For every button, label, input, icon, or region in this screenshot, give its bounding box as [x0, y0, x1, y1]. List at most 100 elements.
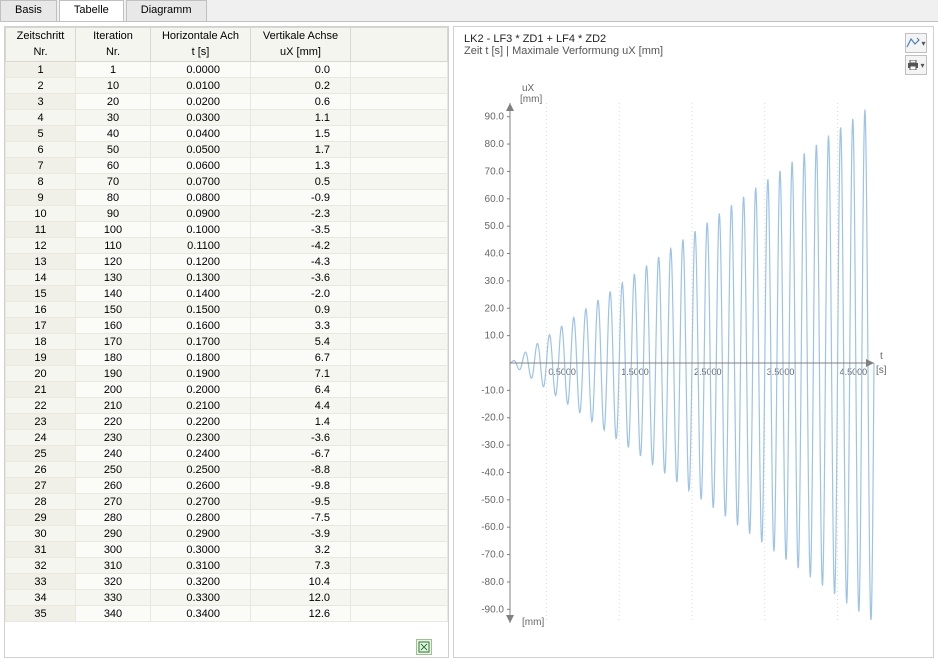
table-row[interactable]: 141300.1300-3.6 [6, 270, 448, 286]
tab-tabelle[interactable]: Tabelle [59, 0, 124, 21]
table-row[interactable]: 242300.2300-3.6 [6, 430, 448, 446]
cell-ux: -4.2 [251, 238, 351, 254]
table-row[interactable]: 323100.31007.3 [6, 558, 448, 574]
cell-iteration: 220 [76, 414, 151, 430]
cell-blank [351, 190, 448, 206]
svg-text:[mm]: [mm] [522, 617, 544, 628]
svg-text:-20.0: -20.0 [481, 413, 504, 424]
cell-nr: 17 [6, 318, 76, 334]
cell-ux: -2.3 [251, 206, 351, 222]
svg-text:80.0: 80.0 [485, 139, 505, 150]
chart-area: 90.080.070.060.050.040.030.020.010.0-10.… [462, 73, 899, 649]
cell-t: 0.2600 [151, 478, 251, 494]
cell-nr: 5 [6, 126, 76, 142]
cell-blank [351, 126, 448, 142]
cell-iteration: 310 [76, 558, 151, 574]
cell-ux: 7.1 [251, 366, 351, 382]
cell-iteration: 300 [76, 542, 151, 558]
export-excel-icon[interactable] [416, 639, 432, 655]
cell-iteration: 90 [76, 206, 151, 222]
svg-text:-10.0: -10.0 [481, 385, 504, 396]
table-row[interactable]: 191800.18006.7 [6, 350, 448, 366]
table-row[interactable]: 262500.2500-8.8 [6, 462, 448, 478]
table-row[interactable]: 111000.1000-3.5 [6, 222, 448, 238]
cell-blank [351, 398, 448, 414]
cell-nr: 24 [6, 430, 76, 446]
cell-iteration: 140 [76, 286, 151, 302]
cell-t: 0.3400 [151, 606, 251, 622]
cell-nr: 13 [6, 254, 76, 270]
table-row[interactable]: 272600.2600-9.8 [6, 478, 448, 494]
cell-ux: 0.5 [251, 174, 351, 190]
table-row[interactable]: 8700.07000.5 [6, 174, 448, 190]
svg-text:90.0: 90.0 [485, 112, 505, 123]
col-head-vert[interactable]: Vertikale Achse [251, 28, 351, 45]
cell-ux: 4.4 [251, 398, 351, 414]
table-row[interactable]: 222100.21004.4 [6, 398, 448, 414]
cell-iteration: 320 [76, 574, 151, 590]
cell-iteration: 80 [76, 190, 151, 206]
table-row[interactable]: 7600.06001.3 [6, 158, 448, 174]
table-row[interactable]: 3200.02000.6 [6, 94, 448, 110]
table-row[interactable]: 201900.19007.1 [6, 366, 448, 382]
cell-iteration: 150 [76, 302, 151, 318]
table-row[interactable]: 5400.04001.5 [6, 126, 448, 142]
cell-t: 0.3200 [151, 574, 251, 590]
cell-ux: 1.3 [251, 158, 351, 174]
table-row[interactable]: 2100.01000.2 [6, 78, 448, 94]
cell-nr: 31 [6, 542, 76, 558]
table-row[interactable]: 4300.03001.1 [6, 110, 448, 126]
cell-t: 0.1000 [151, 222, 251, 238]
cell-t: 0.0700 [151, 174, 251, 190]
cell-nr: 14 [6, 270, 76, 286]
table-row[interactable]: 232200.22001.4 [6, 414, 448, 430]
table-row[interactable]: 212000.20006.4 [6, 382, 448, 398]
chart-settings-button[interactable]: ▾ [905, 33, 927, 53]
cell-ux: 1.4 [251, 414, 351, 430]
cell-nr: 29 [6, 510, 76, 526]
table-row[interactable]: 121100.1100-4.2 [6, 238, 448, 254]
table-row[interactable]: 6500.05001.7 [6, 142, 448, 158]
cell-blank [351, 238, 448, 254]
table-row[interactable]: 171600.16003.3 [6, 318, 448, 334]
table-row[interactable]: 10900.0900-2.3 [6, 206, 448, 222]
table-row[interactable]: 181700.17005.4 [6, 334, 448, 350]
table-row[interactable]: 151400.1400-2.0 [6, 286, 448, 302]
table-row[interactable]: 252400.2400-6.7 [6, 446, 448, 462]
table-row[interactable]: 131200.1200-4.3 [6, 254, 448, 270]
table-row[interactable]: 161500.15000.9 [6, 302, 448, 318]
table-row[interactable]: 333200.320010.4 [6, 574, 448, 590]
cell-ux: 0.6 [251, 94, 351, 110]
cell-nr: 7 [6, 158, 76, 174]
table-row[interactable]: 313000.30003.2 [6, 542, 448, 558]
tab-basis[interactable]: Basis [0, 0, 57, 21]
svg-text:20.0: 20.0 [485, 303, 505, 314]
cell-t: 0.3000 [151, 542, 251, 558]
table-row[interactable]: 302900.2900-3.9 [6, 526, 448, 542]
col-head-horiz[interactable]: Horizontale Ach [151, 28, 251, 45]
tab-diagramm[interactable]: Diagramm [126, 0, 207, 21]
cell-nr: 28 [6, 494, 76, 510]
cell-iteration: 20 [76, 94, 151, 110]
table-row[interactable]: 110.00000.0 [6, 62, 448, 78]
cell-blank [351, 462, 448, 478]
table-row[interactable]: 9800.0800-0.9 [6, 190, 448, 206]
cell-blank [351, 158, 448, 174]
table-scroll[interactable]: Zeitschritt Iteration Horizontale Ach Ve… [5, 27, 448, 657]
cell-t: 0.1800 [151, 350, 251, 366]
chart-print-button[interactable]: ▾ [905, 55, 927, 75]
col-head-zeitschritt[interactable]: Zeitschritt [6, 28, 76, 45]
cell-t: 0.2900 [151, 526, 251, 542]
table-row[interactable]: 292800.2800-7.5 [6, 510, 448, 526]
cell-t: 0.2100 [151, 398, 251, 414]
table-row[interactable]: 282700.2700-9.5 [6, 494, 448, 510]
col-head-iteration[interactable]: Iteration [76, 28, 151, 45]
table-row[interactable]: 353400.340012.6 [6, 606, 448, 622]
cell-ux: -9.5 [251, 494, 351, 510]
cell-t: 0.1500 [151, 302, 251, 318]
cell-nr: 4 [6, 110, 76, 126]
cell-blank [351, 478, 448, 494]
cell-blank [351, 590, 448, 606]
cell-nr: 20 [6, 366, 76, 382]
table-row[interactable]: 343300.330012.0 [6, 590, 448, 606]
